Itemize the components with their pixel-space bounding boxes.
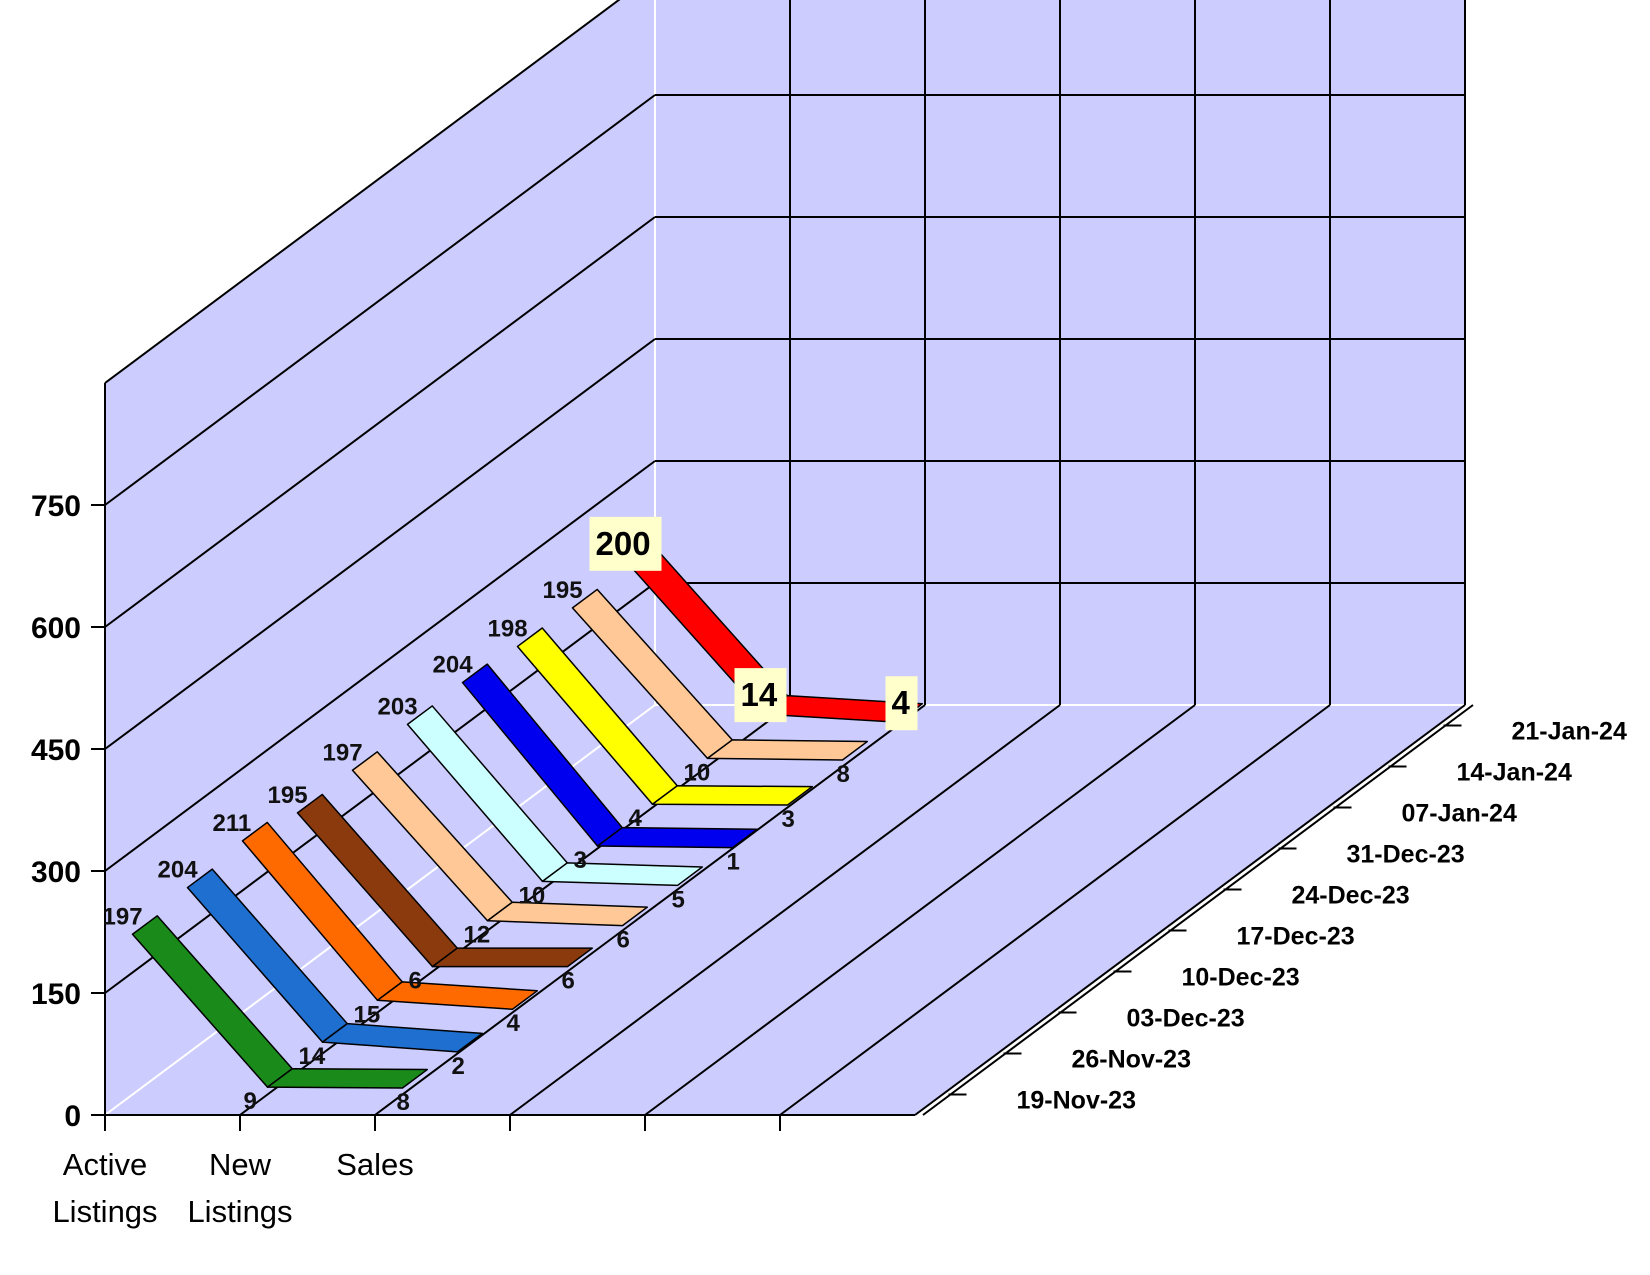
- chart-left-wall: [105, 0, 655, 1115]
- value-label: 200: [596, 525, 651, 562]
- value-label: 204: [158, 857, 199, 884]
- y-tick-label: 0: [64, 1100, 81, 1133]
- series-03-Dec-23: [241, 821, 538, 1010]
- value-label: 6: [409, 968, 422, 995]
- y-tick-label: 750: [31, 490, 81, 523]
- value-label: 195: [268, 782, 308, 809]
- value-label: 10: [519, 882, 546, 909]
- value-label: 2: [452, 1053, 465, 1080]
- value-label: 10: [684, 759, 711, 786]
- left-wall-gridline: [104, 0, 621, 384]
- value-label-box: [589, 516, 662, 571]
- y-tick-label: 150: [31, 978, 81, 1011]
- value-label: 6: [617, 927, 630, 954]
- depth-date-label: 03-Dec-23: [1127, 1005, 1245, 1033]
- value-label: 14: [299, 1043, 326, 1070]
- y-tick-label: 450: [31, 734, 81, 767]
- depth-axis-line: [922, 704, 1474, 1116]
- chart-axes: 0 150 300 450 600 750 Active Listings New Listing…: [31, 383, 1627, 1229]
- value-label: 14: [741, 676, 778, 713]
- series-14-Jan-24: [571, 588, 868, 761]
- value-label: 197: [323, 739, 363, 766]
- value-label-box: [885, 676, 918, 731]
- depth-date-label: 21-Jan-24: [1512, 718, 1627, 746]
- left-wall-gridline: [104, 338, 656, 750]
- left-wall-gridline: [104, 460, 656, 872]
- depth-date-label: 07-Jan-24: [1402, 800, 1517, 828]
- value-label: 3: [574, 847, 587, 874]
- left-wall-gridline: [104, 94, 656, 506]
- value-label: 211: [213, 810, 252, 837]
- floor-depth-line: [914, 704, 1466, 1116]
- series-ribbon-segment: [431, 947, 593, 968]
- series-ribbon-segment: [321, 1022, 483, 1053]
- floor-depth-line: [509, 704, 1061, 1116]
- value-label: 203: [378, 693, 418, 720]
- y-tick-label: 600: [31, 612, 81, 645]
- value-label: 3: [782, 806, 795, 833]
- y-tick-label: 300: [31, 856, 81, 889]
- value-label: 195: [543, 577, 583, 604]
- value-label: 12: [464, 922, 491, 949]
- series-ribbon-segment: [266, 1067, 428, 1089]
- value-label-box: [734, 668, 787, 723]
- series-ribbon-segment: [486, 901, 648, 927]
- depth-date-label: 14-Jan-24: [1457, 759, 1572, 787]
- x-category-label: Active Listings: [52, 1147, 157, 1229]
- chart-series: [131, 543, 923, 1089]
- value-label: 1: [727, 849, 740, 876]
- series-10-Dec-23: [296, 793, 593, 968]
- value-label: 9: [244, 1088, 257, 1115]
- series-26-Nov-23: [186, 868, 483, 1053]
- value-label: 5: [672, 886, 685, 913]
- depth-date-label: 17-Dec-23: [1237, 923, 1355, 951]
- value-label: 4: [507, 1010, 521, 1037]
- series-ribbon-segment: [541, 862, 703, 887]
- series-31-Dec-23: [461, 663, 758, 849]
- floor-depth-line: [374, 704, 926, 1116]
- series-17-Dec-23: [351, 751, 648, 927]
- depth-date-label: 10-Dec-23: [1182, 964, 1300, 992]
- chart-grid: [104, 0, 1466, 1116]
- value-label: 198: [488, 615, 528, 642]
- value-label: 204: [433, 652, 474, 679]
- value-label: 15: [354, 1001, 381, 1028]
- series-07-Jan-24: [516, 627, 813, 806]
- depth-date-label: 24-Dec-23: [1292, 882, 1410, 910]
- depth-date-label: 26-Nov-23: [1072, 1046, 1192, 1074]
- value-label: 4: [892, 684, 911, 721]
- depth-date-label: 31-Dec-23: [1347, 841, 1465, 869]
- series-ribbon-segment: [376, 981, 538, 1010]
- chart-value-labels: 200 14 4 195 10 8 198 4 3 204 3 1 203 10 5 197 12 6 195 6 6 2…: [103, 516, 918, 1116]
- series-24-Dec-23: [406, 705, 703, 887]
- value-label: 6: [562, 968, 575, 995]
- floor-depth-line: [779, 704, 1331, 1116]
- value-label: 8: [837, 761, 850, 788]
- series-ribbon-segment: [651, 785, 813, 806]
- series-ribbon-segment: [706, 739, 868, 761]
- value-label: 197: [103, 903, 143, 930]
- series-19-Nov-23: [131, 915, 428, 1089]
- series-ribbon-segment: [596, 826, 758, 849]
- x-category-label: Sales: [336, 1147, 414, 1182]
- left-wall-gridline: [104, 216, 656, 628]
- floor-depth-line: [644, 704, 1196, 1116]
- value-label: 8: [397, 1089, 410, 1116]
- depth-date-label: 19-Nov-23: [1017, 1087, 1137, 1115]
- value-label: 4: [629, 805, 643, 832]
- x-category-label: New Listings: [187, 1147, 292, 1229]
